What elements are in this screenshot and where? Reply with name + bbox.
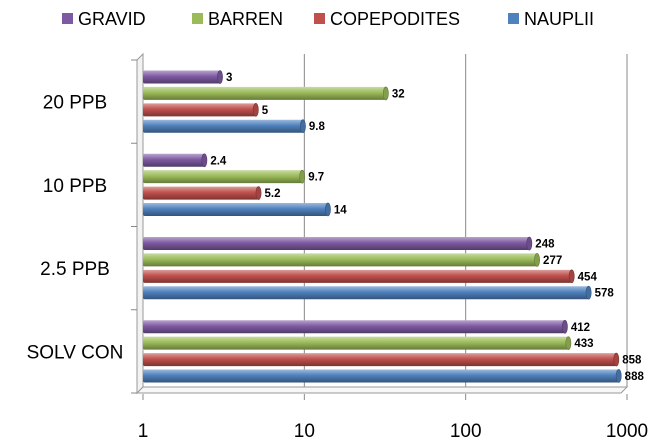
data-label-barren-20-ppb: 32 (392, 88, 405, 100)
bar-copepodites-10-ppb (143, 186, 262, 200)
bar-gravid-20-ppb (143, 70, 223, 84)
bars (143, 70, 622, 383)
legend-label-barren: BARREN (208, 9, 283, 29)
x-tick-label-100: 100 (450, 421, 482, 442)
legend-item-copepodites: COPEPODITES (314, 9, 460, 29)
category-label-solv-con: SOLV CON (27, 342, 124, 363)
data-label-nauplii-10-ppb: 14 (334, 204, 347, 216)
legend-label-copepodites: COPEPODITES (330, 9, 460, 29)
legend-swatch-copepodites (314, 13, 325, 24)
data-label-copepodites-solv-con: 858 (622, 355, 642, 367)
legend-swatch-barren (192, 13, 203, 24)
data-label-nauplii-20-ppb: 9.8 (309, 121, 326, 133)
category-label-2-5-ppb: 2.5 PPB (40, 259, 110, 280)
bar-barren-20-ppb (143, 86, 389, 101)
category-label-20-ppb: 20 PPB (43, 93, 107, 114)
bar-barren-2-5-ppb (143, 253, 540, 267)
legend-label-gravid: GRAVID (78, 9, 146, 29)
legend-item-barren: BARREN (192, 9, 283, 29)
x-tick-label-1000: 1000 (606, 421, 648, 442)
bar-nauplii-20-ppb (143, 119, 306, 134)
legend: GRAVID BARREN COPEPODITES NAUPLII (62, 9, 594, 29)
bar-gravid-10-ppb (143, 153, 208, 168)
bar-barren-solv-con (143, 336, 572, 350)
data-label-gravid-20-ppb: 3 (226, 72, 232, 84)
legend-item-nauplii: NAUPLII (508, 9, 594, 29)
bar-nauplii-10-ppb (143, 202, 331, 217)
data-label-barren-2-5-ppb: 277 (543, 255, 562, 267)
data-label-copepodites-2-5-ppb: 454 (578, 271, 598, 283)
legend-label-nauplii: NAUPLII (524, 9, 594, 29)
bar-nauplii-2-5-ppb (143, 285, 592, 300)
data-label-gravid-solv-con: 412 (571, 322, 590, 334)
bar-gravid-2-5-ppb (143, 236, 533, 251)
x-axis-floor (135, 386, 629, 394)
data-label-nauplii-2-5-ppb: 578 (595, 288, 615, 300)
category-label-10-ppb: 10 PPB (43, 176, 107, 197)
y-axis-wall (136, 52, 144, 395)
data-label-gravid-10-ppb: 2.4 (210, 155, 227, 167)
data-label-barren-10-ppb: 9.7 (308, 172, 324, 184)
bar-copepodites-20-ppb (143, 103, 259, 117)
bar-barren-10-ppb (143, 169, 306, 184)
bar-gravid-solv-con (143, 319, 568, 334)
x-tick-label-10: 10 (294, 421, 315, 442)
axes (131, 52, 629, 400)
data-label-nauplii-solv-con: 888 (625, 371, 645, 383)
data-label-copepodites-10-ppb: 5.2 (265, 188, 281, 200)
x-tick-label-1: 1 (138, 421, 149, 442)
data-label-gravid-2-5-ppb: 248 (535, 239, 555, 251)
labels: 1 10 100 1000 SOLV CON 412 433 858 888 2.5 PPB 248… (27, 72, 649, 442)
bar-nauplii-solv-con (143, 369, 622, 383)
bar-copepodites-solv-con (143, 352, 620, 367)
data-label-copepodites-20-ppb: 5 (262, 105, 269, 117)
bar-copepodites-2-5-ppb (143, 269, 575, 284)
data-label-barren-solv-con: 433 (574, 338, 593, 350)
legend-item-gravid: GRAVID (62, 9, 146, 29)
legend-swatch-gravid (62, 13, 73, 24)
legend-swatch-nauplii (508, 13, 519, 24)
